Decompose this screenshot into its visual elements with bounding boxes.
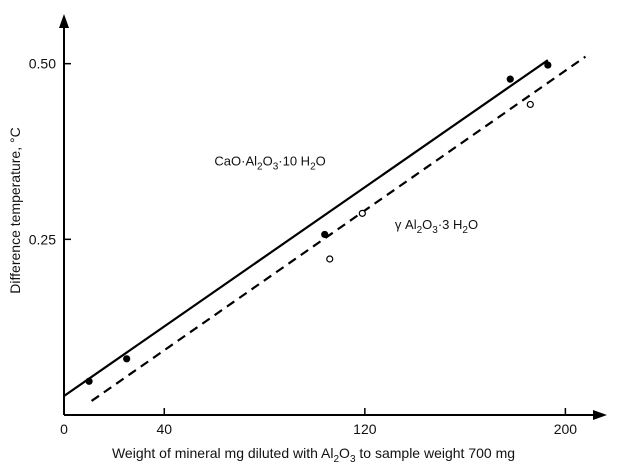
x-axis-title-part-1: 2 xyxy=(333,454,339,463)
x-tick-label-0: 0 xyxy=(60,421,68,437)
y-axis-arrow xyxy=(59,14,69,28)
x-tick-label-1: 40 xyxy=(156,421,172,437)
series-label-0: CaO·Al2O3·10 H2O xyxy=(214,154,325,173)
series-label-0-part-3: 3 xyxy=(273,162,279,173)
series-label-1-part-1: 2 xyxy=(417,225,423,236)
series-label-1: γ Al2O3·3 H2O xyxy=(395,217,478,236)
x-tick-label-2: 120 xyxy=(353,421,377,437)
point-series-1-0 xyxy=(326,255,334,263)
point-series-0-3 xyxy=(506,75,514,83)
series-label-0-part-0: CaO·Al xyxy=(214,154,257,169)
axes xyxy=(59,14,607,420)
y-tick-label-0: 0.25 xyxy=(29,231,56,247)
x-axis-title: Weight of mineral mg diluted with Al2O3 … xyxy=(112,445,515,463)
series-label-1-part-2: O xyxy=(422,217,432,232)
markers xyxy=(85,61,552,385)
series-label-1-part-4: ·3 H xyxy=(438,217,463,232)
point-series-0-2 xyxy=(321,230,329,239)
fit-lines xyxy=(63,55,587,402)
series-label-0-part-1: 2 xyxy=(257,162,263,173)
point-series-0-1 xyxy=(123,355,131,363)
x-axis-title-part-2: O xyxy=(339,445,350,461)
series-label-0-part-2: O xyxy=(263,154,273,169)
series-label-1-part-0: γ Al xyxy=(395,217,417,232)
point-series-1-2 xyxy=(526,100,534,109)
x-tick-label-3: 200 xyxy=(554,421,578,437)
point-series-1-1 xyxy=(358,209,366,217)
fit-line-series-0 xyxy=(63,59,549,397)
series-label-1-part-6: O xyxy=(468,217,478,232)
series-label-0-part-6: O xyxy=(316,154,326,169)
series-label-0-part-4: ·10 H xyxy=(278,154,310,169)
point-series-0-0 xyxy=(85,377,93,385)
fit-line-series-1 xyxy=(90,55,587,402)
series-label-1-part-3: 3 xyxy=(432,225,438,236)
point-series-0-4 xyxy=(544,61,552,69)
x-axis-title-part-4: to sample weight 700 mg xyxy=(356,445,516,461)
x-axis-title-part-0: Weight of mineral mg diluted with Al xyxy=(112,445,334,461)
x-axis-arrow xyxy=(593,410,607,420)
x-axis-title-part-3: 3 xyxy=(350,454,356,463)
series-label-0-part-5: 2 xyxy=(310,162,316,173)
y-tick-label-1: 0.50 xyxy=(29,56,56,72)
y-axis-title: Difference temperature, °C xyxy=(7,127,23,293)
series-label-1-part-5: 2 xyxy=(462,225,468,236)
labels: 0 40 120 200 0.25 0.50 Weight of mineral mg di… xyxy=(7,56,577,463)
